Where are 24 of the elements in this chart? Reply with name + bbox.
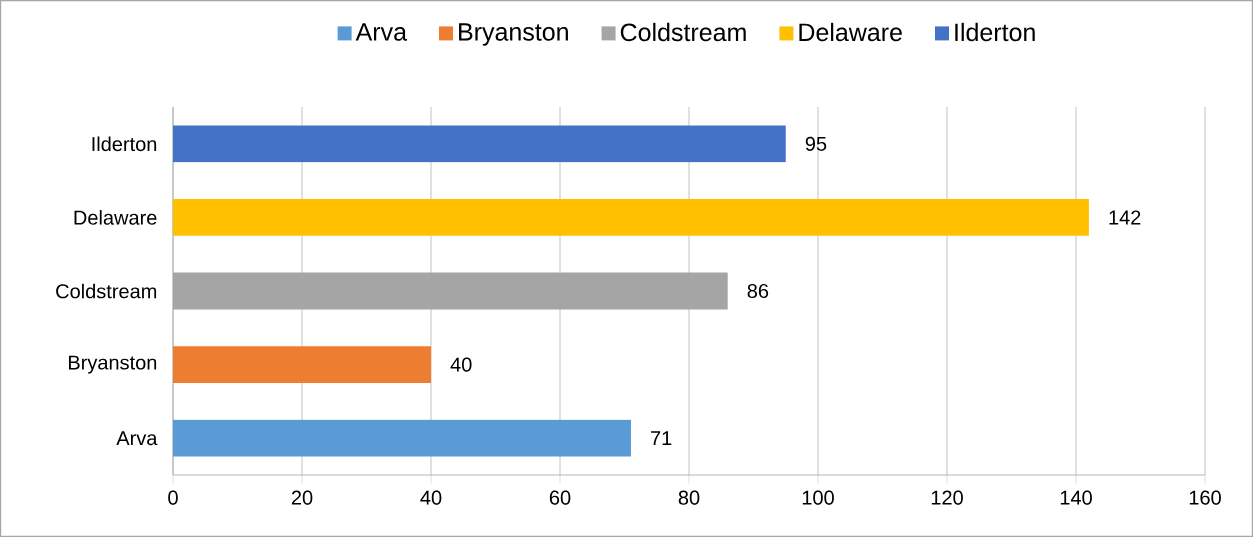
x-tick-label: 0 <box>168 490 178 505</box>
legend-label: Delaware <box>799 22 902 42</box>
data-label: 142 <box>1109 210 1141 225</box>
data-label: 40 <box>450 357 472 372</box>
y-tick-label: Ilderton <box>92 136 157 152</box>
y-tick-label: Arva <box>116 431 158 446</box>
x-tick-label: 20 <box>291 490 313 505</box>
x-tick-label: 120 <box>931 490 963 505</box>
y-tick-label: Bryanston <box>68 355 157 374</box>
x-tick-label: 60 <box>549 490 571 505</box>
legend-label: Arva <box>355 23 408 41</box>
data-label: 86 <box>747 283 769 299</box>
y-tick-label: Delaware <box>74 210 157 225</box>
x-tick-label: 40 <box>420 490 442 505</box>
legend-label: Ilderton <box>955 22 1035 42</box>
data-label: 95 <box>805 136 827 151</box>
legend-label: Bryanston <box>459 23 568 46</box>
x-tick-label: 100 <box>802 490 834 505</box>
x-tick-label: 140 <box>1060 490 1092 505</box>
x-tick-label: 160 <box>1189 490 1221 505</box>
legend-label: Coldstream <box>620 22 746 42</box>
y-tick-label: Coldstream <box>56 283 157 299</box>
data-label: 71 <box>651 431 672 446</box>
x-tick-label: 80 <box>678 490 700 505</box>
